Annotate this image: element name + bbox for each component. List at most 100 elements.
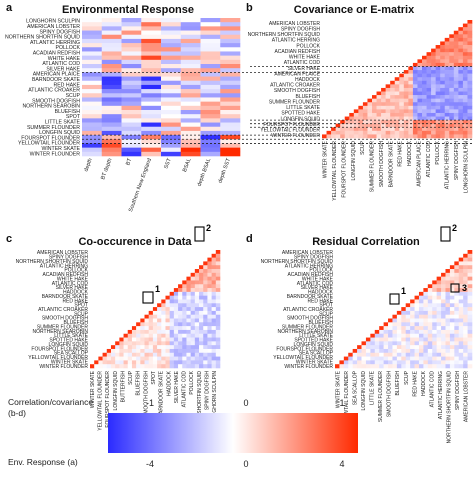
heat-cell-b: [444, 91, 450, 96]
heat-cell-c: [207, 310, 212, 316]
heat-cell-b: [353, 127, 359, 132]
heat-cell-d: [370, 337, 376, 342]
y-tick-label-b: SPOTTED HAKE: [281, 111, 320, 117]
heat-cell-c: [182, 291, 187, 296]
heat-cell-b: [458, 130, 464, 135]
heat-cell-d: [463, 337, 468, 342]
heat-cell-a: [200, 68, 221, 73]
heat-cell-d: [454, 303, 460, 308]
heat-cell-d: [449, 360, 455, 365]
heat-cell-a: [82, 89, 103, 94]
y-tick-label-c: WINTER FLOUNDER: [39, 364, 88, 370]
heat-cell-d: [445, 348, 451, 354]
heat-cell-c: [106, 348, 112, 354]
heat-cell-b: [431, 102, 436, 107]
heat-cell-b: [449, 41, 455, 46]
heat-cell-b: [467, 62, 473, 67]
heat-cell-d: [410, 356, 415, 361]
heat-cell-d: [454, 345, 460, 350]
heat-cell-d: [379, 345, 384, 350]
heat-cell-a: [200, 118, 221, 123]
heat-cell-c: [148, 329, 154, 335]
heat-cell-a: [101, 139, 122, 144]
heat-cell-b: [394, 102, 400, 107]
heat-cell-c: [152, 322, 158, 327]
heat-cell-c: [157, 356, 162, 361]
heat-cell-a: [82, 18, 103, 23]
heat-cell-b: [467, 91, 473, 96]
heat-cell-b: [449, 73, 455, 78]
heat-cell-d: [427, 310, 433, 316]
heat-cell-d: [383, 329, 389, 335]
heat-cell-d: [374, 337, 380, 342]
heat-cell-c: [144, 337, 150, 342]
heat-cell-d: [467, 348, 473, 354]
heat-cell-a: [200, 97, 221, 102]
heat-cell-d: [441, 333, 446, 338]
heat-cell-c: [190, 341, 196, 346]
heat-cell-d: [418, 310, 424, 316]
heat-cell-d: [454, 310, 460, 316]
heat-cell-c: [190, 276, 196, 281]
heat-cell-d: [436, 307, 442, 312]
heat-cell-b: [417, 59, 423, 64]
heat-cell-c: [169, 352, 175, 357]
heat-cell-b: [412, 87, 418, 92]
heat-cell-c: [182, 284, 187, 289]
heat-cell-a: [220, 97, 241, 102]
heat-cell-b: [440, 105, 446, 110]
heat-cell-b: [390, 116, 396, 121]
heat-cell-d: [410, 364, 415, 369]
heat-cell-c: [144, 348, 150, 354]
heat-cell-b: [444, 70, 450, 74]
heat-cell-c: [161, 314, 166, 319]
heat-cell-c: [215, 307, 221, 312]
heat-cell-d: [388, 326, 393, 331]
heat-cell-d: [441, 288, 446, 293]
heat-cell-d: [463, 261, 468, 266]
heat-cell-a: [141, 126, 162, 132]
heat-cell-b: [467, 130, 473, 135]
heat-cell-c: [119, 345, 124, 350]
heat-cell-b: [358, 127, 364, 132]
heat-cell-b: [381, 127, 386, 132]
heat-cell-a: [161, 64, 182, 69]
heat-cell-b: [431, 112, 436, 117]
heat-cell-d: [454, 364, 460, 369]
heat-cell-d: [405, 360, 411, 365]
heat-cell-b: [435, 98, 441, 103]
heat-cell-b: [431, 98, 436, 103]
heat-cell-a: [220, 30, 241, 36]
heat-cell-a: [161, 139, 182, 144]
heat-cell-c: [203, 322, 208, 327]
heat-cell-c: [106, 360, 112, 365]
y-tick-label-a: SPOT: [66, 114, 81, 120]
heat-cell-d: [436, 310, 442, 316]
heat-cell-b: [344, 123, 350, 128]
heat-cell-a: [180, 84, 201, 90]
heat-cell-b: [462, 37, 468, 42]
heat-cell-c: [140, 341, 145, 346]
heat-cell-c: [199, 337, 204, 342]
heat-cell-b: [381, 116, 386, 121]
heat-cell-c: [131, 329, 137, 335]
heat-cell-d: [410, 303, 415, 308]
heat-cell-b: [440, 77, 446, 82]
heat-cell-c: [199, 329, 204, 335]
y-tick-label-b: FOURSPOT FLOUNDER: [263, 122, 320, 128]
heat-cell-d: [436, 333, 442, 338]
heat-cell-a: [82, 43, 103, 48]
heat-cell-d: [436, 276, 442, 281]
heat-cell-b: [444, 84, 450, 89]
heat-cell-c: [178, 284, 183, 289]
heat-cell-a: [200, 139, 221, 144]
heat-cell-b: [422, 66, 427, 71]
heat-cell-d: [339, 360, 345, 365]
heat-cell-c: [136, 326, 141, 331]
heat-cell-c: [199, 364, 204, 369]
x-tick-label-a: depth SST: [217, 157, 232, 184]
heat-cell-b: [394, 120, 400, 124]
heat-cell-d: [441, 329, 446, 335]
heat-cell-c: [203, 310, 208, 316]
heat-cell-d: [467, 284, 473, 289]
